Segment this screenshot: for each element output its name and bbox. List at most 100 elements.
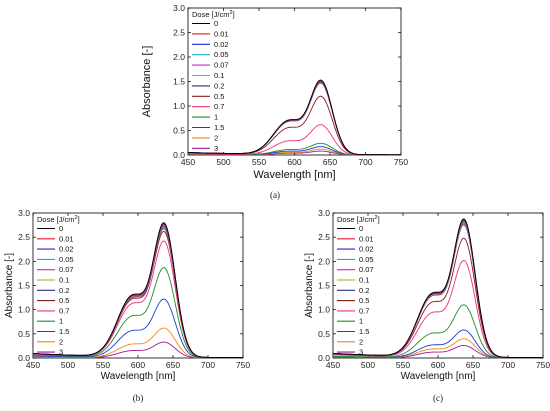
y-tick-label: 3.0 — [18, 208, 30, 218]
legend-entry: 0.01 — [359, 234, 374, 243]
x-tick-label: 450 — [181, 157, 195, 167]
x-axis-label: Wavelength [nm] — [253, 169, 335, 181]
x-axis-label: Wavelength [nm] — [101, 371, 176, 382]
legend-entry: 3 — [214, 144, 218, 153]
legend-entry: 0.2 — [359, 286, 369, 295]
x-tick-label: 750 — [236, 360, 250, 370]
chart-panel-1: 450 500 550 600 650 700 750 0.0 0.5 1.0 1.5 2.0 2.5 3… — [141, 3, 408, 200]
legend-entry: 0 — [59, 224, 63, 233]
y-tick-label: 3.0 — [173, 3, 185, 13]
x-tick-label: 500 — [216, 157, 230, 167]
y-tick-label: 1.5 — [173, 77, 185, 87]
legend-entry: 3 — [359, 348, 363, 357]
y-tick-label: 0.0 — [173, 150, 185, 160]
y-tick-label: 0.0 — [318, 353, 330, 363]
legend-entry: 2 — [359, 337, 363, 346]
y-axis-label: Absorbance [-] — [4, 253, 15, 318]
legend-entry: 0.7 — [359, 306, 369, 315]
legend-entry: 0.01 — [59, 234, 74, 243]
y-tick-label: 1.5 — [18, 281, 30, 291]
legend-entry: 0 — [214, 19, 218, 28]
x-tick-label: 550 — [96, 360, 110, 370]
legend-title: Dose [J/cm2] — [337, 215, 380, 224]
legend-entry: 2 — [214, 133, 218, 142]
y-tick-label: 2.5 — [173, 28, 185, 38]
y-axis-label: Absorbance [-] — [141, 46, 153, 118]
legend-entry: 1.5 — [359, 327, 369, 336]
y-tick-label: 1.0 — [173, 101, 185, 111]
y-tick-label: 1.5 — [318, 281, 330, 291]
legend-entry: 0 — [359, 224, 363, 233]
x-tick-label: 500 — [61, 360, 75, 370]
series-line-0 — [333, 218, 543, 358]
x-tick-label: 550 — [396, 360, 410, 370]
legend-entry: 0.02 — [359, 245, 374, 254]
legend-entry: 1.5 — [214, 123, 224, 132]
legend-entry: 0.01 — [214, 29, 229, 38]
legend-title: Dose [J/cm2] — [192, 10, 235, 19]
y-tick-label: 2.0 — [318, 256, 330, 266]
chart-panel-2: 450 500 550 600 650 700 750 0.0 0.5 1.0 1.5 2.0 2.5 3… — [4, 208, 250, 403]
legend-entry: 0.07 — [359, 265, 374, 274]
y-tick-label: 2.0 — [18, 256, 30, 266]
y-tick-label: 2.5 — [318, 232, 330, 242]
y-tick-label: 2.5 — [18, 232, 30, 242]
x-tick-label: 600 — [431, 360, 445, 370]
legend-entry: 0.02 — [214, 40, 229, 49]
x-tick-label: 700 — [201, 360, 215, 370]
legend-entry: 0.05 — [359, 255, 374, 264]
x-tick-label: 500 — [361, 360, 375, 370]
legend-entry: 0.05 — [59, 255, 74, 264]
legend-entry: 0.02 — [59, 245, 74, 254]
legend-entry: 1 — [59, 317, 63, 326]
y-tick-label: 0.0 — [18, 353, 30, 363]
legend-entry: 2 — [59, 337, 63, 346]
x-axis-label: Wavelength [nm] — [401, 371, 476, 382]
legend-entry: 0.5 — [359, 296, 369, 305]
x-tick-label: 650 — [466, 360, 480, 370]
legend-entry: 0.2 — [214, 81, 224, 90]
legend-entry: 0.7 — [214, 102, 224, 111]
x-tick-label: 450 — [326, 360, 340, 370]
series-line-0 — [33, 222, 243, 358]
y-tick-label: 0.5 — [318, 329, 330, 339]
legend-entry: 3 — [59, 348, 63, 357]
x-tick-label: 700 — [358, 157, 372, 167]
legend-entry: 0.5 — [214, 92, 224, 101]
y-tick-label: 1.0 — [318, 305, 330, 315]
y-tick-label: 2.0 — [173, 52, 185, 62]
legend-entry: 1 — [214, 113, 218, 122]
y-tick-label: 0.5 — [18, 329, 30, 339]
x-tick-label: 550 — [252, 157, 266, 167]
panel-label: (a) — [270, 190, 280, 200]
x-tick-label: 750 — [536, 360, 550, 370]
legend-entry: 0.1 — [359, 276, 369, 285]
x-tick-label: 650 — [323, 157, 337, 167]
legend-entry: 1 — [359, 317, 363, 326]
legend-entry: 0.07 — [214, 61, 229, 70]
legend-entry: 0.1 — [59, 276, 69, 285]
chart-panel-3: 450 500 550 600 650 700 750 0.0 0.5 1.0 1.5 2.0 2.5 3… — [304, 208, 550, 403]
series-line-0 — [188, 79, 401, 155]
legend-entry: 0.05 — [214, 50, 229, 59]
y-tick-label: 1.0 — [18, 305, 30, 315]
legend-entry: 0.07 — [59, 265, 74, 274]
x-tick-label: 750 — [394, 157, 408, 167]
x-tick-label: 700 — [501, 360, 515, 370]
panel-label: (c) — [433, 393, 443, 403]
y-tick-label: 3.0 — [318, 208, 330, 218]
legend-entry: 1.5 — [59, 327, 69, 336]
legend-title: Dose [J/cm2] — [37, 215, 80, 224]
x-tick-label: 650 — [166, 360, 180, 370]
x-tick-label: 600 — [131, 360, 145, 370]
legend-entry: 0.2 — [59, 286, 69, 295]
panel-label: (b) — [133, 393, 144, 403]
y-axis-label: Absorbance [-] — [304, 253, 315, 318]
x-tick-label: 600 — [287, 157, 301, 167]
x-tick-label: 450 — [26, 360, 40, 370]
legend-entry: 0.7 — [59, 306, 69, 315]
legend-entry: 0.5 — [59, 296, 69, 305]
y-tick-label: 0.5 — [173, 126, 185, 136]
legend-entry: 0.1 — [214, 71, 224, 80]
